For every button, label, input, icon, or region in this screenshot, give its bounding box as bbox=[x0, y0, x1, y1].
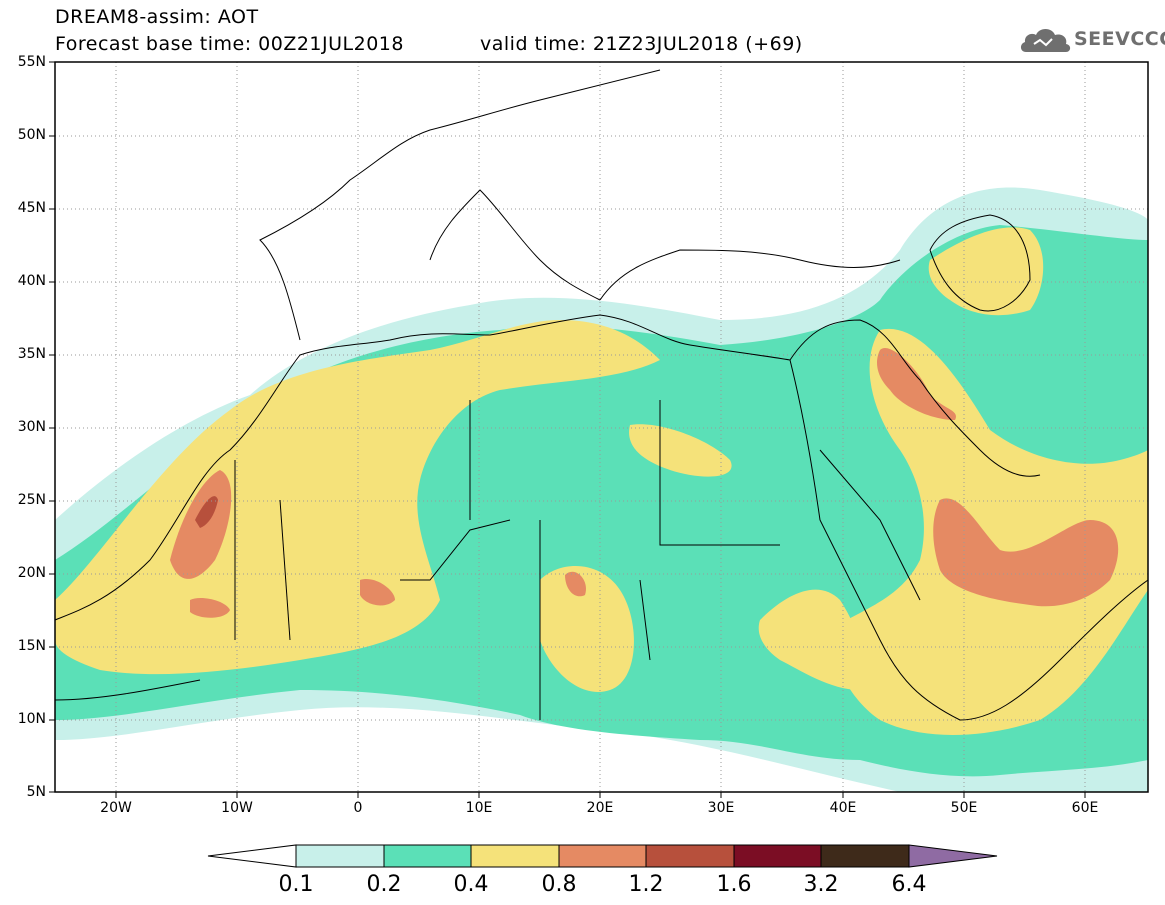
colorbar-label: 0.8 bbox=[541, 872, 577, 897]
aot-contour-0.8-niger bbox=[360, 579, 395, 606]
lat-label-15n: 15N bbox=[17, 638, 46, 654]
lon-label-20e: 20E bbox=[586, 800, 614, 816]
colorbar-label: 1.2 bbox=[628, 872, 664, 897]
lat-label-50n: 50N bbox=[17, 127, 46, 143]
lon-label-10w: 10W bbox=[221, 800, 253, 816]
lat-label-35n: 35N bbox=[17, 346, 46, 362]
colorbar-swatch-0.4 bbox=[470, 844, 560, 868]
aot-contour-0.4-west bbox=[55, 320, 660, 675]
gridlines bbox=[55, 62, 1148, 792]
colorbar bbox=[207, 844, 998, 868]
lat-label-30n: 30N bbox=[17, 419, 46, 435]
colorbar-swatch-0.1 bbox=[295, 844, 385, 868]
lat-label-45n: 45N bbox=[17, 200, 46, 216]
cloud-icon bbox=[1020, 29, 1071, 52]
colorbar-label: 0.4 bbox=[453, 872, 489, 897]
lon-label-30e: 30E bbox=[707, 800, 735, 816]
colorbar-swatch-0.8 bbox=[558, 844, 647, 868]
aot-contour-0.4-arabia bbox=[830, 328, 1148, 735]
base-time: Forecast base time: 00Z21JUL2018 bbox=[55, 33, 404, 55]
tick-marks bbox=[49, 61, 1086, 798]
colorbar-label: 0.2 bbox=[366, 872, 402, 897]
lat-label-20n: 20N bbox=[17, 565, 46, 581]
lon-label-60e: 60E bbox=[1071, 800, 1099, 816]
seevccc-logo: SEEVCCC bbox=[1018, 22, 1165, 58]
chart-title: DREAM8-assim: AOT bbox=[55, 6, 259, 28]
lon-label-10e: 10E bbox=[465, 800, 493, 816]
aot-contour-1.2-mauritania bbox=[195, 496, 218, 528]
lat-label-25n: 25N bbox=[17, 492, 46, 508]
coastlines bbox=[55, 69, 1148, 721]
colorbar-lower-triangle bbox=[207, 844, 297, 868]
lon-label-20w: 20W bbox=[100, 800, 132, 816]
colorbar-swatch-1.2 bbox=[645, 844, 735, 868]
colorbar-label: 3.2 bbox=[803, 872, 839, 897]
colorbar-label: 6.4 bbox=[891, 872, 927, 897]
lon-label-40e: 40E bbox=[829, 800, 857, 816]
aot-contour-0.8-chad bbox=[565, 571, 586, 597]
lat-label-5n: 5N bbox=[26, 784, 46, 800]
colorbar-swatch-1.6 bbox=[733, 844, 822, 868]
colorbar-label: 1.6 bbox=[716, 872, 752, 897]
lat-label-40n: 40N bbox=[17, 273, 46, 289]
valid-time: valid time: 21Z23JUL2018 (+69) bbox=[480, 33, 803, 55]
aot-contour-0.4-caspian bbox=[928, 227, 1044, 316]
colorbar-swatch-0.2 bbox=[383, 844, 472, 868]
aot-contour-0.4-libya bbox=[629, 424, 732, 477]
aot-contour-0.8-mali bbox=[190, 598, 230, 618]
aot-contour-0.8-arabia bbox=[933, 498, 1119, 607]
lat-label-55n: 55N bbox=[17, 54, 46, 70]
colorbar-upper-triangle bbox=[908, 844, 998, 868]
lon-label-50e: 50E bbox=[950, 800, 978, 816]
colorbar-label: 0.1 bbox=[278, 872, 314, 897]
map-frame bbox=[54, 61, 1149, 793]
lat-label-10n: 10N bbox=[17, 711, 46, 727]
colorbar-swatch-3.2 bbox=[820, 844, 910, 868]
aot-contour-0.4-ethiopia bbox=[758, 589, 864, 690]
aot-field bbox=[55, 62, 1148, 792]
lon-label-0: 0 bbox=[353, 800, 363, 816]
aot-contour-0.4-central bbox=[540, 566, 634, 692]
